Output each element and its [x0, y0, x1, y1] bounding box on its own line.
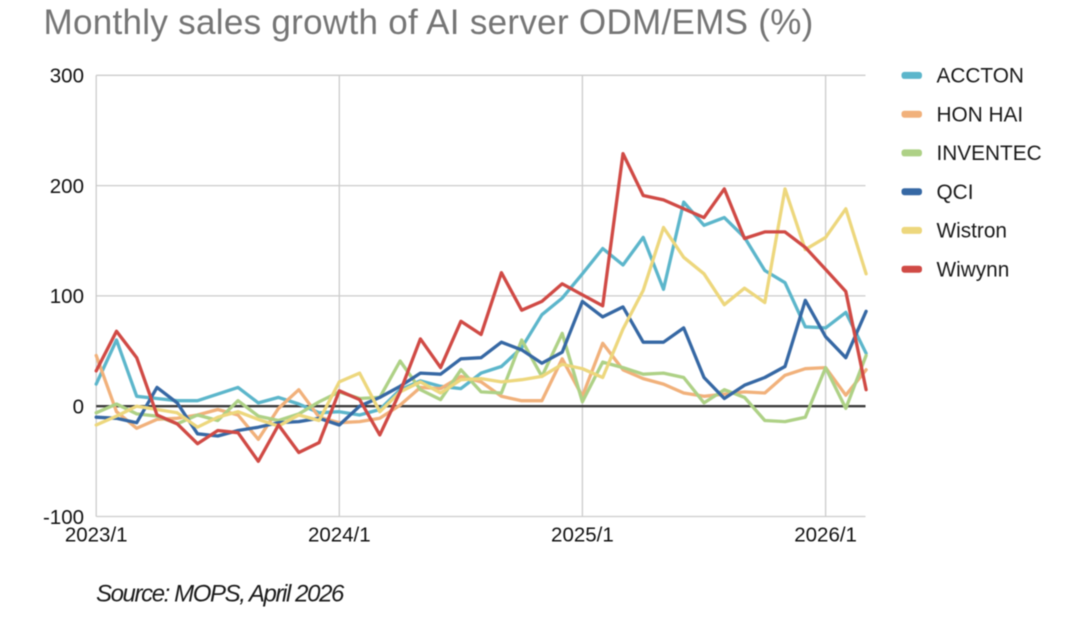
svg-text:Monthly sales growth of AI ser: Monthly sales growth of AI server ODM/EM…: [44, 3, 814, 42]
svg-text:Wistron: Wistron: [937, 220, 1007, 243]
svg-text:300: 300: [50, 65, 84, 88]
svg-text:2026/1: 2026/1: [794, 524, 857, 547]
svg-text:QCI: QCI: [937, 181, 974, 204]
svg-text:200: 200: [50, 175, 84, 198]
svg-text:Source: MOPS, April 2026: Source: MOPS, April 2026: [96, 581, 345, 608]
svg-text:2024/1: 2024/1: [308, 524, 371, 547]
svg-text:Wiwynn: Wiwynn: [937, 258, 1010, 281]
svg-text:100: 100: [50, 285, 84, 308]
svg-text:INVENTEC: INVENTEC: [937, 142, 1042, 165]
svg-text:ACCTON: ACCTON: [937, 65, 1024, 88]
svg-text:-100: -100: [43, 506, 84, 529]
svg-text:2023/1: 2023/1: [65, 524, 128, 547]
svg-text:0: 0: [73, 396, 84, 419]
svg-text:HON HAI: HON HAI: [937, 103, 1024, 126]
svg-text:2025/1: 2025/1: [551, 524, 614, 547]
